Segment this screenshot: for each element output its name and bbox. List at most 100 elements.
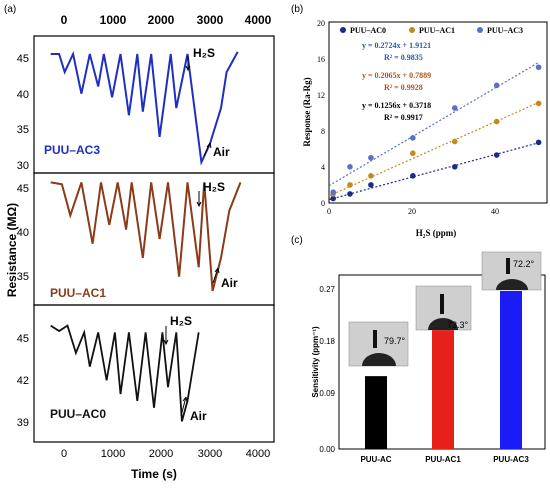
data-point bbox=[535, 139, 542, 146]
data-point bbox=[451, 105, 458, 111]
panel-label-c: (c) bbox=[291, 235, 303, 246]
y-tick-ac0: 45 bbox=[17, 333, 29, 345]
ac1-resistance-line bbox=[50, 181, 242, 292]
legend-marker-ac1 bbox=[409, 27, 415, 33]
needle-ac3 bbox=[506, 258, 510, 274]
top-x-tick: 2000 bbox=[148, 13, 175, 27]
b-y-tick: 8 bbox=[321, 127, 325, 136]
fit-r2-ac1: R² = 0.9928 bbox=[384, 83, 423, 92]
c-y-tick: 0.00 bbox=[319, 445, 335, 454]
subplot-ac3-label: PUU–AC3 bbox=[44, 143, 100, 157]
chart-b-frame bbox=[328, 21, 548, 204]
fit-equation-ac0: y = 0.1256x + 0.3718 bbox=[362, 101, 431, 110]
top-x-tick: 4000 bbox=[245, 13, 272, 27]
c-y-tick: 0.18 bbox=[319, 337, 335, 346]
y-tick-ac0: 42 bbox=[17, 375, 29, 387]
data-point bbox=[535, 100, 542, 107]
fit-r2-ac3: R² = 0.9835 bbox=[384, 53, 423, 62]
legend-marker-ac3 bbox=[477, 27, 483, 33]
h2s-arrow-ac3 bbox=[185, 56, 191, 72]
data-point bbox=[410, 135, 416, 141]
data-point bbox=[347, 164, 353, 170]
b-x-tick: 40 bbox=[491, 207, 499, 216]
data-point bbox=[410, 150, 416, 157]
air-arrow-ac0 bbox=[180, 396, 188, 417]
contact-angle-ac1: 73.3° bbox=[447, 320, 469, 330]
y-tick-ac0: 39 bbox=[17, 417, 29, 429]
y-tick-ac3: 40 bbox=[17, 89, 29, 101]
legend-label-ac1: PUU–AC1 bbox=[419, 26, 455, 35]
air-annotation-ac3: Air bbox=[213, 145, 230, 159]
chart-c-marks bbox=[365, 291, 522, 449]
contact-angle-ac0: 79.7° bbox=[384, 336, 406, 346]
category-label-ac1: PUU-AC1 bbox=[425, 455, 461, 464]
bottom-x-tick: 2000 bbox=[149, 448, 173, 460]
top-x-tick: 0 bbox=[61, 13, 68, 27]
subplot-ac0-frame bbox=[33, 304, 275, 443]
b-x-tick: 0 bbox=[327, 207, 331, 216]
droplet-ac3 bbox=[496, 279, 528, 290]
top-x-tick: 1000 bbox=[100, 13, 127, 27]
air-annotation-ac1: Air bbox=[221, 276, 238, 290]
data-point bbox=[347, 191, 353, 197]
subplot-ac1-label: PUU–AC1 bbox=[50, 286, 106, 300]
annotation-arrows bbox=[163, 56, 220, 417]
panel-label-a: (a) bbox=[4, 4, 16, 15]
b-y-tick: 16 bbox=[317, 55, 325, 64]
data-point bbox=[330, 195, 336, 202]
y-tick-ac1: 35 bbox=[17, 271, 29, 283]
data-point bbox=[535, 64, 542, 71]
c-y-tick: 0.27 bbox=[319, 285, 335, 294]
needle-ac0 bbox=[373, 330, 377, 348]
air-arrow-ac1 bbox=[212, 267, 220, 284]
fit-line bbox=[328, 101, 539, 197]
fit-equation-ac1: y = 0.2065x + 0.7889 bbox=[362, 71, 431, 80]
top-x-tick-labels: 0 1000 2000 3000 4000 bbox=[61, 13, 272, 27]
contact-angle-ac3: 72.2° bbox=[513, 259, 535, 269]
top-x-tick: 3000 bbox=[197, 13, 224, 27]
b-x-tick: 20 bbox=[408, 207, 416, 216]
sensitivity-bar bbox=[365, 376, 387, 449]
panel-label-b: (b) bbox=[291, 4, 303, 15]
needle-ac1 bbox=[440, 294, 444, 314]
h2s-arrow-ac1 bbox=[196, 191, 202, 208]
fit-r2-ac0: R² = 0.9917 bbox=[384, 113, 423, 122]
legend-label-ac0: PUU–AC0 bbox=[350, 26, 386, 35]
droplet-ac1 bbox=[428, 318, 458, 330]
time-axis-label: Time (s) bbox=[131, 467, 177, 481]
b-y-tick: 4 bbox=[321, 163, 325, 172]
air-arrow-ac3 bbox=[203, 142, 212, 157]
droplet-ac0 bbox=[362, 353, 396, 366]
y-tick-ac1: 40 bbox=[17, 227, 29, 239]
h2s-annotation-ac1: H₂S bbox=[203, 180, 225, 194]
contact-angle-photo-ac3: 72.2° bbox=[481, 251, 542, 291]
legend-marker-ac0 bbox=[340, 27, 346, 33]
data-point bbox=[368, 154, 374, 161]
category-label-ac0: PUU-AC bbox=[360, 455, 391, 464]
data-point bbox=[368, 182, 374, 188]
fit-line bbox=[328, 142, 539, 201]
data-point bbox=[410, 173, 416, 179]
data-point bbox=[493, 82, 500, 89]
y-tick-ac3: 35 bbox=[17, 124, 29, 136]
fit-equation-ac3: y = 0.2724x + 1.9121 bbox=[362, 41, 431, 50]
b-y-tick: 20 bbox=[317, 19, 325, 28]
response-axis-label: Response (Ra-Rg) bbox=[302, 77, 312, 146]
air-annotation-ac0: Air bbox=[190, 409, 207, 423]
subplot-ac0-label: PUU–AC0 bbox=[50, 407, 106, 421]
bottom-x-tick: 0 bbox=[61, 448, 67, 460]
data-point bbox=[451, 164, 458, 170]
contact-angle-photo-ac0: 79.7° bbox=[348, 321, 409, 367]
data-point bbox=[368, 173, 374, 179]
ac3-resistance-line bbox=[50, 50, 239, 166]
legend-label-ac3: PUU–AC3 bbox=[487, 26, 523, 35]
y-tick-ac1: 45 bbox=[17, 183, 29, 195]
contact-angle-photo-ac1: 73.3° bbox=[415, 285, 472, 331]
h2s-annotation-ac0: H₂S bbox=[170, 314, 192, 328]
data-point bbox=[493, 118, 500, 125]
bottom-x-tick: 1000 bbox=[101, 448, 125, 460]
y-tick-ac3: 45 bbox=[17, 53, 29, 65]
data-point bbox=[451, 138, 458, 145]
ac0-resistance-line bbox=[50, 324, 200, 422]
